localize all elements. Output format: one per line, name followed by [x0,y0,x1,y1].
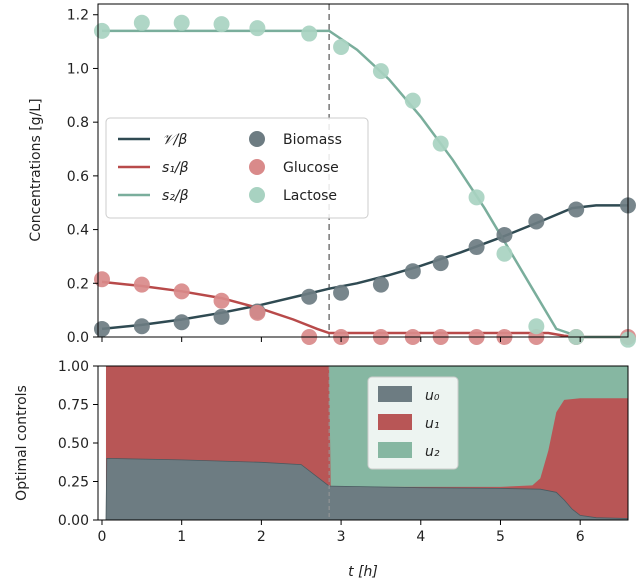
data-point-biomass [372,276,389,293]
concentration-ylabel: Concentrations [g/L] [28,98,44,241]
legend-label-u1: u₁ [425,416,440,432]
data-point-biomass [133,318,150,335]
data-point-biomass [333,284,350,301]
legend-label-s1: s₁/β [162,160,189,176]
data-point-lactose [404,92,421,109]
controls-plot-area [105,366,629,521]
data-point-glucose [93,271,110,288]
legend-label-lactose: Lactose [283,188,337,204]
y-tick-label: 0.2 [67,276,89,292]
data-point-biomass [468,239,485,256]
legend-label-u0: u₀ [425,388,440,404]
concentration-plot-area [93,4,636,348]
concentration-axes-frame [97,3,629,338]
data-point-glucose [213,292,230,309]
y-tick-label: 1.0 [67,61,89,77]
legend-label-volume: 𝒱/β [162,132,187,148]
y-tick-label: 0.8 [67,115,89,131]
y-tick-label: 0.0 [67,330,89,346]
series-line-0 [101,204,628,331]
x-tick-label: 0 [98,529,107,545]
x-tick-label: 2 [257,529,266,545]
legend-marker-lactose [249,187,265,203]
legend-swatch-u2 [378,442,412,458]
controls-ylabel: Optimal controls [14,385,30,501]
data-point-biomass [432,255,449,272]
x-tick-label: 1 [177,529,186,545]
legend-box [105,117,369,219]
data-point-lactose [496,245,513,262]
y-tick-label: 0.50 [58,436,89,452]
data-point-biomass [496,226,513,243]
data-point-biomass [173,314,190,331]
data-point-lactose [468,189,485,206]
legend-label-biomass: Biomass [283,132,342,148]
controls-panel: 0.00 0.25 0.50 0.75 1.00 0 1 2 3 4 5 6 Optimal con… [14,359,629,580]
y-tick-label: 1.2 [67,8,89,24]
y-tick-label: 0.00 [58,513,89,529]
data-point-lactose [249,20,266,37]
legend-marker-glucose [249,159,265,175]
y-tick-label: 0.4 [67,223,89,239]
data-point-lactose [333,38,350,55]
data-point-biomass [528,213,545,230]
legend-label-s2: s₂/β [162,188,189,204]
data-point-lactose [133,14,150,31]
data-point-lactose [528,318,545,335]
data-point-glucose [133,276,150,293]
x-tick-label: 6 [576,529,585,545]
controls-x-ticks: 0 1 2 3 4 5 6 [98,520,585,545]
data-point-lactose [301,25,318,42]
data-point-biomass [213,308,230,325]
controls-y-ticks: 0.00 0.25 0.50 0.75 1.00 [58,359,98,529]
data-point-biomass [568,201,585,218]
data-point-lactose [213,16,230,33]
data-point-biomass [404,263,421,280]
x-tick-label: 4 [416,529,425,545]
concentration-x-ticks [101,337,581,342]
concentration-y-ticks: 0.0 0.2 0.4 0.6 0.8 1.0 1.2 [67,8,98,346]
data-point-lactose [432,135,449,152]
data-point-biomass [301,288,318,305]
series-line-1 [101,280,628,339]
concentration-legend: 𝒱/β s₁/β s₂/β Biomass Glucose Lactose [105,117,369,219]
y-tick-label: 0.75 [58,398,89,414]
x-tick-label: 5 [496,529,505,545]
legend-swatch-u0 [378,386,412,402]
data-point-lactose [372,63,389,80]
y-tick-label: 0.25 [58,475,89,491]
data-point-glucose [249,304,266,321]
area-u0 [105,457,629,521]
y-tick-label: 1.00 [58,359,89,375]
concentration-panel: 0.0 0.2 0.4 0.6 0.8 1.0 1.2 Concentrations [g/… [28,3,636,348]
x-tick-label: 3 [337,529,346,545]
legend-label-glucose: Glucose [283,160,339,176]
data-point-lactose [620,331,636,348]
data-point-glucose [173,283,190,300]
legend-marker-biomass [249,131,265,147]
y-tick-label: 0.6 [67,169,89,185]
controls-legend: u₀ u₁ u₂ [367,376,459,470]
legend-label-u2: u₂ [425,444,440,460]
controls-xlabel: t [h] [348,564,378,580]
data-point-lactose [93,22,110,39]
legend-swatch-u1 [378,414,412,430]
data-point-biomass [93,320,110,337]
data-point-lactose [173,14,190,31]
